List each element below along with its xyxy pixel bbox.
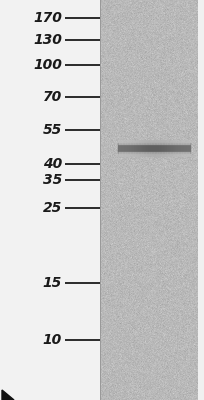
Text: 10: 10 <box>43 333 62 347</box>
Text: 170: 170 <box>33 11 62 25</box>
Text: 35: 35 <box>43 173 62 187</box>
Text: 130: 130 <box>33 33 62 47</box>
Text: 100: 100 <box>33 58 62 72</box>
Bar <box>0 0 100 400</box>
Text: 70: 70 <box>43 90 62 104</box>
Text: 25: 25 <box>43 201 62 215</box>
Polygon shape <box>2 390 14 400</box>
Text: 55: 55 <box>43 123 62 137</box>
Text: 15: 15 <box>43 276 62 290</box>
Text: 40: 40 <box>43 157 62 171</box>
